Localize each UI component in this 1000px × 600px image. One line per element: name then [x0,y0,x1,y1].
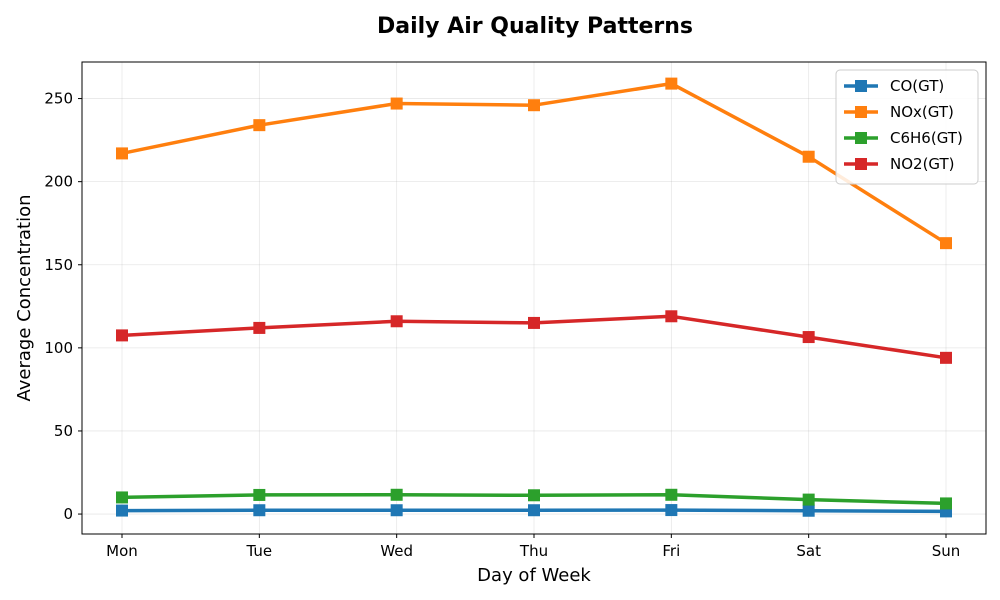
legend: CO(GT) NOx(GT) C6H6(GT) NO2(GT) [835,69,979,185]
legend-box [835,69,979,185]
x-tick-label: Sun [932,542,961,560]
data-point [802,331,815,344]
data-point [940,237,952,250]
grid [82,62,986,534]
data-point [390,97,403,110]
data-point [802,150,815,163]
legend-marker [855,132,867,144]
x-axis-label: Day of Week [477,565,591,586]
data-point [116,491,128,504]
data-point [665,504,678,517]
data-point [802,493,815,506]
x-tick-label: Tue [246,542,273,560]
y-tick-label: 0 [63,505,73,523]
data-point [116,504,128,517]
data-point [528,489,540,502]
legend-item: CO(GT) [844,77,944,95]
series-1 [116,77,952,250]
x-tick-label: Thu [519,542,548,560]
legend-label: C6H6(GT) [890,129,963,147]
legend-item: C6H6(GT) [844,129,963,147]
legend-marker [855,158,867,170]
legend-label: NO2(GT) [890,155,955,173]
data-point [390,504,403,517]
x-tick-label: Mon [106,542,138,560]
data-point [390,488,403,501]
chart-title: Daily Air Quality Patterns [377,14,693,39]
series-2 [116,488,952,510]
data-point [665,77,678,90]
data-point [253,119,266,132]
x-tick-label: Sat [796,542,821,560]
axis-ticks: Mon Tue Wed Thu Fri Sat Sun 0 50 100 150 200 250 [44,90,960,560]
legend-label: CO(GT) [890,77,944,95]
y-tick-label: 250 [44,90,73,108]
y-tick-label: 150 [44,256,73,274]
legend-label: NOx(GT) [890,103,954,121]
y-tick-label: 50 [54,422,73,440]
data-point [390,315,403,328]
data-point [940,351,952,364]
data-point [665,488,678,501]
x-tick-label: Wed [380,542,413,560]
legend-marker [855,106,867,118]
y-tick-label: 100 [44,339,73,357]
data-point [940,497,952,510]
legend-item: NO2(GT) [844,155,955,173]
data-point [253,504,266,517]
data-point [528,99,540,112]
data-point [253,488,266,501]
data-point [528,316,540,329]
data-point [116,329,128,342]
data-point [665,310,678,323]
series-0 [116,504,952,518]
legend-item: NOx(GT) [844,103,954,121]
series-layer [116,77,952,518]
data-point [528,504,540,517]
y-axis-label: Average Concentration [14,195,35,402]
data-point [802,504,815,517]
legend-marker [855,80,867,92]
data-point [116,147,128,160]
data-point [253,321,266,334]
series-3 [116,310,952,364]
x-tick-label: Fri [662,542,680,560]
y-tick-label: 200 [44,173,73,191]
